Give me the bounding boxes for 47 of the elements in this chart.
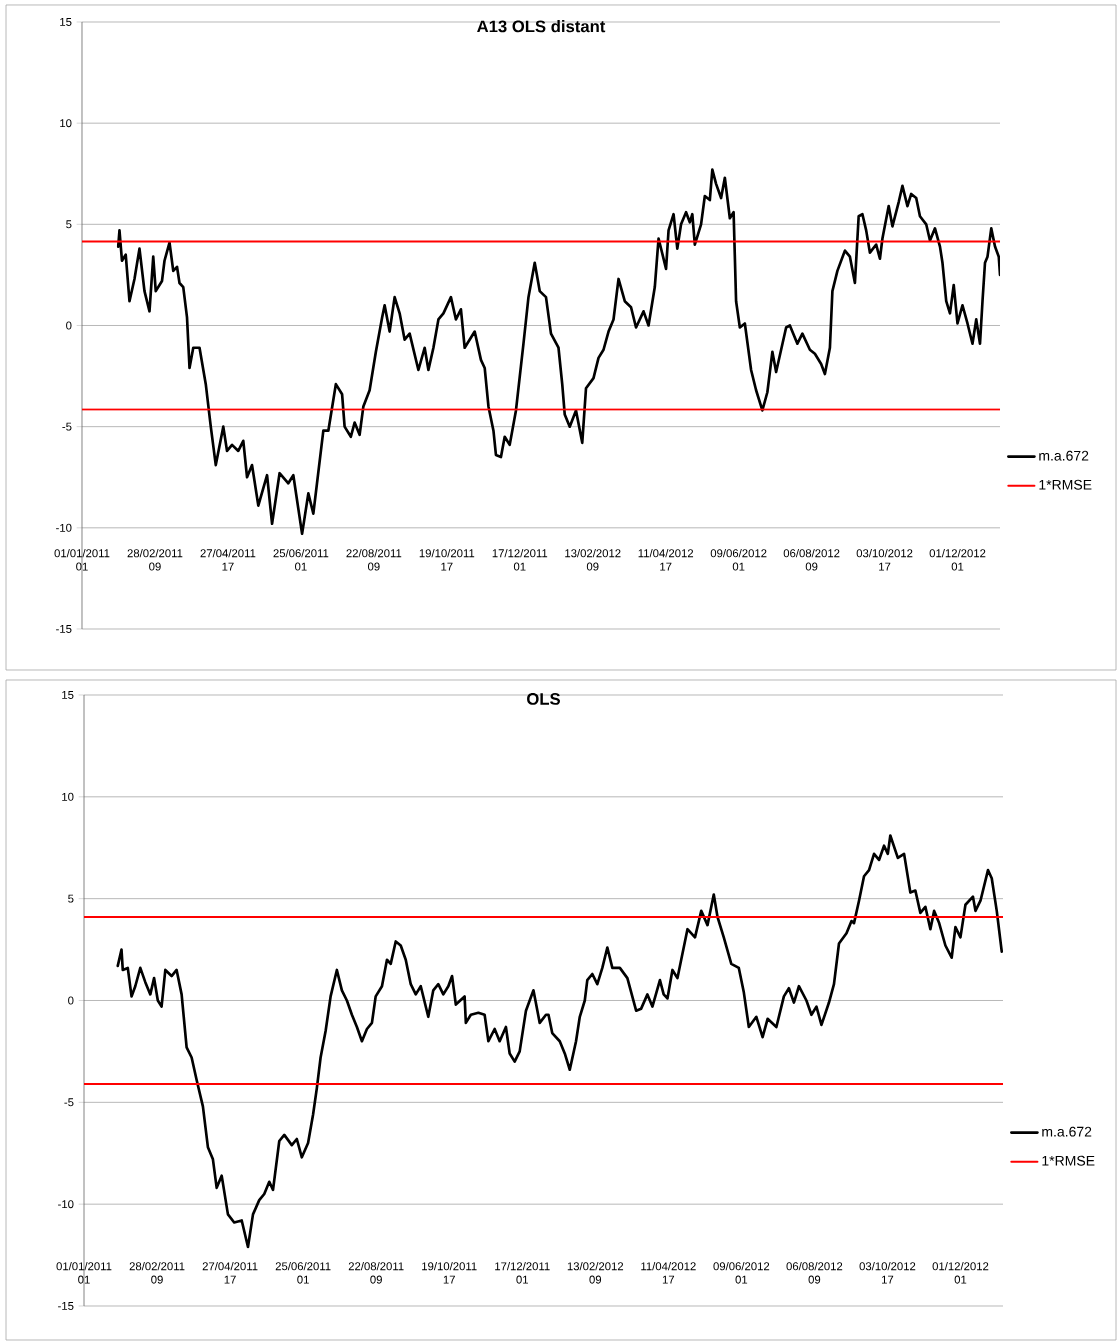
x-tick-label: 13/02/2012 09 [565, 548, 621, 571]
y-tick-label: 5 [66, 220, 72, 229]
x-tick-label: 25/06/2011 01 [275, 1261, 331, 1284]
x-tick-label: 22/08/2011 09 [346, 548, 402, 571]
x-tick-label: 11/04/2012 17 [641, 1261, 696, 1284]
x-tick-label: 01/12/2012 01 [932, 1261, 989, 1284]
legend-label: m.a.672 [1042, 1126, 1092, 1137]
x-tick-label: 27/04/2011 17 [200, 548, 256, 571]
y-tick-label: -15 [58, 1302, 74, 1310]
x-tick-label: 22/08/2011 09 [348, 1261, 404, 1284]
x-tick-label: 19/10/2011 17 [422, 1261, 477, 1284]
y-tick-label: 5 [68, 894, 74, 903]
legend-label: m.a.672 [1039, 450, 1089, 461]
y-tick-label: 15 [60, 18, 72, 26]
x-tick-label: 01/01/2011 01 [56, 1261, 112, 1284]
x-tick-label: 25/06/2011 01 [273, 548, 329, 571]
x-tick-label: 01/12/2012 01 [929, 548, 986, 571]
y-tick-label: -10 [56, 523, 72, 532]
x-tick-label: 28/02/2011 09 [129, 1261, 185, 1284]
y-tick-label: 15 [62, 691, 74, 699]
y-tick-label: -15 [56, 625, 72, 633]
x-tick-label: 09/06/2012 01 [713, 1261, 770, 1284]
x-tick-label: 17/12/2011 01 [492, 548, 548, 571]
x-tick-label: 06/08/2012 09 [786, 1261, 843, 1284]
x-tick-label: 06/08/2012 09 [783, 548, 840, 571]
y-tick-label: 0 [66, 321, 72, 330]
y-tick-label: -5 [64, 1098, 74, 1107]
x-tick-label: 17/12/2011 01 [495, 1261, 550, 1284]
legend-label: 1*RMSE [1042, 1155, 1095, 1166]
x-tick-label: 13/02/2012 09 [567, 1261, 624, 1284]
chart-title: OLS [527, 693, 560, 705]
x-tick-label: 27/04/2011 17 [202, 1261, 258, 1284]
y-tick-label: 10 [60, 119, 72, 128]
y-tick-label: -10 [58, 1200, 74, 1209]
x-tick-label: 01/01/2011 01 [54, 548, 110, 571]
x-tick-label: 03/10/2012 17 [856, 548, 913, 571]
x-tick-label: 19/10/2011 17 [419, 548, 475, 571]
y-tick-label: 10 [62, 792, 74, 801]
x-tick-label: 28/02/2011 09 [127, 548, 183, 571]
y-tick-label: -5 [62, 422, 72, 431]
x-tick-label: 09/06/2012 01 [710, 548, 767, 571]
line-series [116, 168, 1001, 536]
chart-title: A13 OLS distant [477, 20, 606, 33]
x-tick-label: 11/04/2012 17 [638, 548, 694, 571]
x-tick-label: 03/10/2012 17 [859, 1261, 916, 1284]
y-tick-label: 0 [68, 996, 74, 1005]
legend-label: 1*RMSE [1039, 479, 1092, 490]
